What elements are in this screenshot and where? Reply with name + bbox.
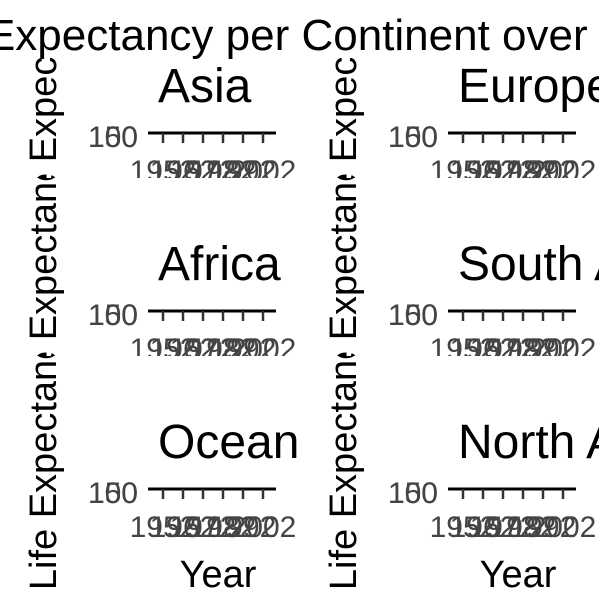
- x-tick-label: 1992: [210, 333, 277, 366]
- x-tick-label: 1982: [190, 333, 257, 366]
- x-tick-label: 1952: [430, 333, 497, 366]
- y-tick-label: 150: [88, 121, 138, 154]
- x-tick-label: 1952: [130, 155, 197, 188]
- x-tick-label: 1972: [470, 155, 537, 188]
- panel-title: Africa: [158, 238, 281, 291]
- x-axis-label: Year: [480, 198, 557, 240]
- y-tick-label: 150: [88, 477, 138, 510]
- x-tick-label: 1972: [470, 333, 537, 366]
- y-tick-label: 100: [388, 477, 438, 510]
- x-tick-label: 1992: [510, 511, 577, 544]
- panel-title: North America: [458, 416, 599, 469]
- y-tick-label: 150: [388, 121, 438, 154]
- x-tick-label: 1952: [430, 155, 497, 188]
- panel-4: South AmericaLife Expectancy150100195219…: [323, 144, 599, 418]
- x-tick-label: 1962: [450, 155, 517, 188]
- x-tick-label: 1992: [510, 333, 577, 366]
- y-axis-label: Life Expectancy: [323, 0, 365, 234]
- chart-title: Life Expectancy per Continent over Time: [0, 11, 599, 60]
- x-tick-label: 1972: [170, 155, 237, 188]
- x-tick-label: 1982: [490, 333, 557, 366]
- x-tick-label: 1962: [150, 333, 217, 366]
- x-tick-label: 1962: [150, 511, 217, 544]
- panel-1: Asia Life Expectancy 150100195219621972198…: [23, 0, 297, 240]
- y-tick-label: 100: [388, 121, 438, 154]
- y-axis-label: Life Expectancy: [23, 144, 65, 412]
- x-tick-label: 2002: [230, 155, 297, 188]
- x-tick-label: 1962: [450, 333, 517, 366]
- x-tick-label: 1982: [490, 511, 557, 544]
- x-tick-label: 2002: [530, 511, 597, 544]
- y-tick-label: 150: [388, 299, 438, 332]
- panel-title: Europe: [458, 60, 599, 113]
- x-tick-label: 1992: [510, 155, 577, 188]
- panel-6: North AmericaLife Expectancy150100195219…: [323, 322, 599, 596]
- x-tick-label: 2002: [230, 333, 297, 366]
- y-axis-label: Life Expectancy: [23, 0, 65, 234]
- y-axis-label: Life Expectancy: [323, 144, 365, 412]
- x-axis-label: Year: [480, 554, 557, 596]
- panel-title: Oceania: [158, 416, 337, 469]
- y-axis-label: Life Expectancy: [23, 322, 65, 590]
- x-tick-label: 1982: [190, 511, 257, 544]
- x-tick-label: 1962: [450, 511, 517, 544]
- x-tick-label: 1972: [170, 333, 237, 366]
- x-tick-label: 1972: [170, 511, 237, 544]
- x-tick-label: 1992: [210, 155, 277, 188]
- y-tick-label: 100: [88, 299, 138, 332]
- x-axis-label: Year: [180, 376, 257, 418]
- x-tick-label: 1962: [150, 155, 217, 188]
- x-tick-label: 1952: [130, 511, 197, 544]
- panel-2: Europe Life Expectancy 1501001952196219721…: [323, 0, 599, 240]
- x-tick-label: 2002: [230, 511, 297, 544]
- y-axis-label: Life Expectancy: [323, 322, 365, 590]
- x-tick-label: 1972: [470, 511, 537, 544]
- x-tick-label: 2002: [530, 155, 597, 188]
- y-tick-label: 100: [388, 299, 438, 332]
- x-axis-label: Year: [480, 376, 557, 418]
- y-tick-label: 100: [88, 121, 138, 154]
- y-tick-label: 150: [388, 477, 438, 510]
- panel-title: Asia: [158, 60, 252, 113]
- x-tick-label: 1952: [130, 333, 197, 366]
- y-tick-label: 100: [88, 477, 138, 510]
- y-tick-label: 150: [88, 299, 138, 332]
- panel-title: South America: [458, 238, 599, 291]
- x-tick-label: 1982: [490, 155, 557, 188]
- x-tick-label: 1952: [430, 511, 497, 544]
- x-tick-label: 1982: [190, 155, 257, 188]
- x-axis-label: Year: [180, 554, 257, 596]
- x-axis-label: Year: [180, 198, 257, 240]
- x-tick-label: 2002: [530, 333, 597, 366]
- x-tick-label: 1992: [210, 511, 277, 544]
